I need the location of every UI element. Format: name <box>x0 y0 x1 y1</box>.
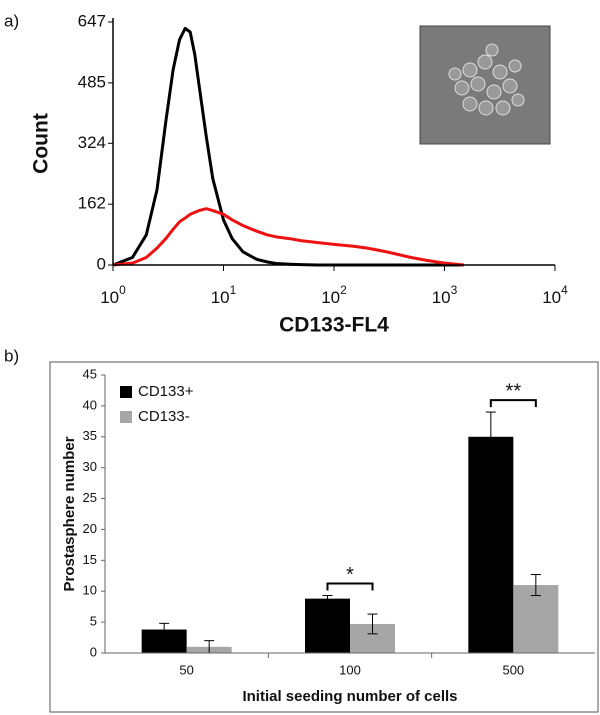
bar <box>468 436 514 653</box>
x-tick-label: 50 <box>179 662 193 677</box>
y-axis-label: Count <box>30 113 53 174</box>
x-tick-label: 100 <box>100 283 126 307</box>
x-tick-base: 10 <box>321 288 340 307</box>
bar <box>305 598 350 653</box>
x-tick-label: 100 <box>339 662 361 677</box>
error-bar <box>485 411 496 462</box>
x-tick-label: 103 <box>432 283 458 307</box>
legend-label: CD133- <box>138 408 190 425</box>
y-tick-label: 30 <box>83 459 97 474</box>
panel-label: a) <box>4 11 19 30</box>
inset-image <box>419 25 551 145</box>
y-tick-label: 45 <box>83 366 97 381</box>
legend-swatch <box>120 386 132 398</box>
y-tick-label: 5 <box>90 614 97 629</box>
x-tick-base: 10 <box>432 288 451 307</box>
significance-label: ** <box>506 380 522 402</box>
y-tick-label: 40 <box>83 397 97 412</box>
y-tick-label: 25 <box>83 490 97 505</box>
y-tick-label: 324 <box>78 133 106 152</box>
y-tick-label: 647 <box>78 11 106 30</box>
significance-bracket <box>326 582 374 591</box>
x-tick-label: 102 <box>321 283 347 307</box>
legend-swatch <box>120 411 132 423</box>
x-tick-base: 10 <box>211 288 230 307</box>
y-tick-label: 10 <box>83 583 97 598</box>
x-tick-exponent: 3 <box>451 283 458 297</box>
y-axis-label: Prostasphere number <box>61 436 78 591</box>
x-tick-exponent: 0 <box>119 283 126 297</box>
x-tick-label: 101 <box>211 283 237 307</box>
x-tick-exponent: 2 <box>340 283 347 297</box>
significance-bracket <box>489 399 537 408</box>
significance-label: * <box>346 564 354 586</box>
histogram-line <box>112 207 465 267</box>
x-axis-label: CD133-FL4 <box>279 314 389 337</box>
x-tick-exponent: 4 <box>561 283 568 297</box>
x-tick-label: 104 <box>542 283 568 307</box>
x-tick-label: 500 <box>502 662 524 677</box>
histogram-line <box>112 26 464 267</box>
x-tick-base: 10 <box>542 288 561 307</box>
y-tick-label: 0 <box>97 254 106 273</box>
y-tick-label: 0 <box>90 644 97 659</box>
x-tick-base: 10 <box>100 288 119 307</box>
panel-label: b) <box>4 346 19 365</box>
error-bar <box>530 574 541 597</box>
bar <box>513 585 559 653</box>
x-tick-exponent: 1 <box>230 283 237 297</box>
error-bar <box>322 595 333 603</box>
y-tick-label: 20 <box>83 521 97 536</box>
panel-frame <box>49 361 599 713</box>
y-tick-label: 35 <box>83 428 97 443</box>
y-tick-label: 15 <box>83 552 97 567</box>
y-tick-label: 162 <box>78 194 106 213</box>
bar <box>141 629 187 653</box>
x-axis-label: Initial seeding number of cells <box>242 688 457 705</box>
y-tick-label: 485 <box>78 72 106 91</box>
legend-label: CD133+ <box>138 383 194 400</box>
error-bar <box>159 622 170 637</box>
error-bar <box>367 613 378 635</box>
